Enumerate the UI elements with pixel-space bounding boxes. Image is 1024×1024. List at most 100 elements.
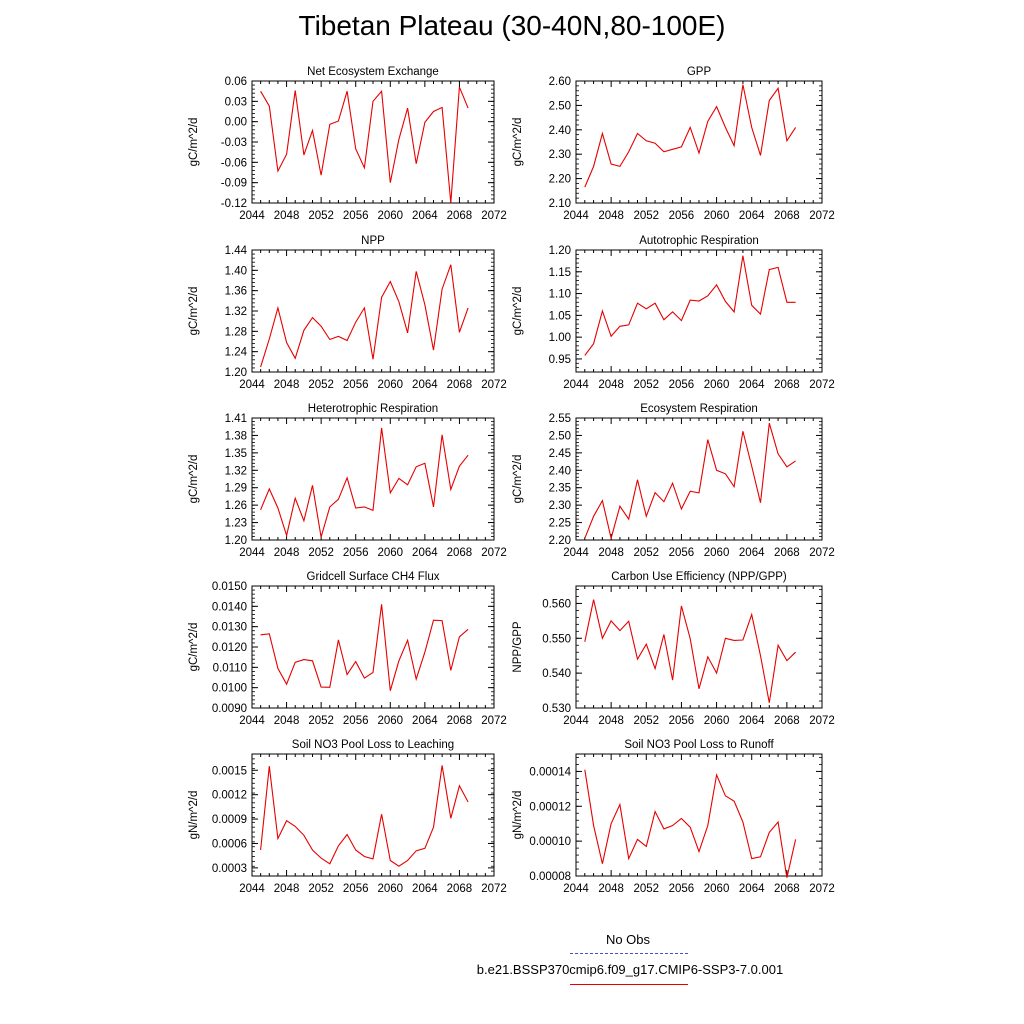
x-tick-label: 2052 [633,379,659,391]
series-line [584,423,796,539]
y-axis-label: gN/m^2/d [188,791,200,840]
y-axis-label: gC/m^2/d [188,623,200,672]
y-tick-label: 2.50 [549,100,571,112]
x-tick-label: 2044 [239,883,265,895]
chart-panel-9: Soil NO3 Pool Loss to Runoff gN/m^2/d 2044… [512,739,835,895]
y-tick-label: -0.03 [221,137,247,149]
x-tick-label: 2060 [377,379,403,391]
y-tick-label: 2.60 [549,76,571,88]
x-tick-label: 2044 [239,379,265,391]
x-tick-label: 2068 [774,547,800,559]
y-tick-label: 1.15 [549,267,571,279]
y-tick-label: 1.35 [225,448,247,460]
y-tick-label: 0.0100 [212,683,247,695]
y-tick-label: -0.12 [221,198,247,210]
y-tick-label: 2.50 [549,430,571,442]
x-tick-label: 2060 [377,547,403,559]
y-tick-label: 1.23 [225,518,247,530]
x-tick-label: 2044 [563,547,589,559]
x-tick-label: 2072 [481,379,507,391]
x-tick-label: 2056 [343,210,369,222]
x-tick-label: 2052 [308,379,334,391]
y-tick-label: 2.30 [549,500,571,512]
y-tick-label: 0.00010 [529,836,571,848]
x-tick-label: 2060 [377,883,403,895]
y-tick-label: 2.55 [549,413,571,425]
legend-obs-label: No Obs [605,932,651,947]
y-tick-label: 2.45 [549,448,571,460]
y-tick-label: 1.24 [225,347,248,359]
x-tick-label: 2052 [308,883,334,895]
x-tick-label: 2044 [563,379,589,391]
x-tick-label: 2048 [274,715,300,727]
x-tick-label: 2072 [481,547,507,559]
y-tick-label: 0.0120 [212,642,247,654]
y-tick-label: 1.32 [225,306,247,318]
x-tick-label: 2068 [447,210,473,222]
panel-title: Soil NO3 Pool Loss to Leaching [292,739,454,751]
x-tick-label: 2064 [739,210,765,222]
series-line [584,255,796,356]
x-tick-label: 2064 [412,883,438,895]
x-tick-label: 2048 [598,715,624,727]
y-tick-label: 0.0090 [212,703,247,715]
y-tick-label: 0.06 [225,76,247,88]
y-tick-label: 0.00 [225,117,247,129]
plot-frame [575,753,823,877]
y-axis-label: gC/m^2/d [512,455,524,504]
y-tick-label: 2.10 [549,198,571,210]
panel-title: Gridcell Surface CH4 Flux [307,571,440,583]
y-tick-label: 1.10 [549,289,571,301]
panel-title: Carbon Use Efficiency (NPP/GPP) [611,571,787,583]
panel-title: Soil NO3 Pool Loss to Runoff [624,739,774,751]
x-tick-label: 2056 [343,715,369,727]
series-line [260,86,469,204]
y-tick-label: 1.26 [225,500,247,512]
chart-panel-7: Carbon Use Efficiency (NPP/GPP) NPP/GPP 20… [512,571,835,727]
x-tick-label: 2064 [412,715,438,727]
x-tick-label: 2056 [669,210,695,222]
y-tick-label: 1.38 [225,430,247,442]
x-tick-label: 2044 [563,210,589,222]
y-tick-label: 2.40 [549,465,571,477]
x-tick-label: 2064 [412,379,438,391]
y-tick-label: 0.0110 [213,662,247,674]
panel-title: Heterotrophic Respiration [308,403,438,415]
x-tick-label: 2072 [809,547,835,559]
y-tick-label: 0.530 [542,703,571,715]
page-title: Tibetan Plateau (30-40N,80-100E) [298,10,726,41]
chart-panel-0: Net Ecosystem Exchange gC/m^2/d 2044 2048 20… [188,66,507,222]
y-tick-label: 1.40 [225,265,247,277]
y-axis-label: gC/m^2/d [512,118,524,167]
x-tick-label: 2048 [598,883,624,895]
x-tick-label: 2068 [774,210,800,222]
x-tick-label: 2060 [704,715,730,727]
x-tick-label: 2056 [669,715,695,727]
x-tick-label: 2072 [481,715,507,727]
series-line [260,765,469,867]
x-tick-label: 2072 [809,210,835,222]
x-tick-label: 2044 [239,715,265,727]
y-tick-label: 1.05 [549,310,571,322]
plot-frame [251,417,495,541]
x-tick-label: 2068 [774,379,800,391]
x-tick-label: 2072 [481,883,507,895]
series-line [260,604,469,691]
chart-panel-5: Ecosystem Respiration gC/m^2/d 2044 2048 205… [512,403,835,559]
y-tick-label: 0.95 [549,354,571,366]
x-tick-label: 2044 [239,210,265,222]
legend-obs-line [570,953,688,954]
x-tick-label: 2056 [669,547,695,559]
y-tick-label: 1.36 [225,286,247,298]
y-tick-label: 1.28 [225,326,247,338]
x-tick-label: 2064 [739,883,765,895]
y-tick-label: 1.00 [549,332,571,344]
x-tick-label: 2068 [774,715,800,727]
x-tick-label: 2048 [274,379,300,391]
x-tick-label: 2044 [239,547,265,559]
panel-title: Ecosystem Respiration [640,403,758,415]
y-tick-label: 0.0009 [212,814,247,826]
x-tick-label: 2056 [343,883,369,895]
y-tick-label: 1.44 [225,245,248,257]
